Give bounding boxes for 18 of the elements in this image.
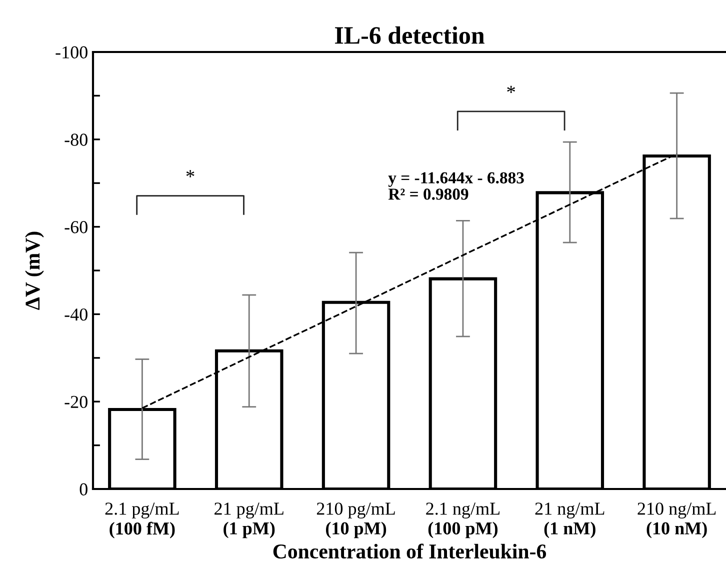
y-tick-label: -100 [56, 46, 88, 58]
x-tick-label: 210 pg/mL (10 pM) [316, 502, 395, 538]
y-tick-label: -80 [64, 134, 88, 146]
x-tick-label: 21 ng/mL (1 nM) [535, 502, 604, 538]
x-tick-label: 2.1 pg/mL (100 fM) [105, 502, 179, 538]
annotation: y = -11.644x - 6.883 R² = 0.9809 [388, 172, 524, 200]
x-tick-label: 2.1 ng/mL (100 pM) [426, 502, 500, 538]
chart-title: IL-6 detection [335, 26, 484, 44]
y-tick-label: -60 [64, 221, 88, 234]
y-tick-label: -40 [64, 308, 88, 321]
x-axis-title: Concentration of Interleukin-6 [273, 544, 546, 559]
annotation: * [186, 170, 194, 178]
y-tick-label: -20 [64, 396, 88, 408]
y-axis-title: ΔV (mV) [25, 232, 44, 310]
annotation: * [507, 86, 516, 93]
y-tick-label: 0 [80, 483, 88, 496]
x-tick-label: 210 ng/mL (10 nM) [638, 502, 716, 538]
x-tick-label: 21 pg/mL (1 pM) [214, 502, 284, 538]
